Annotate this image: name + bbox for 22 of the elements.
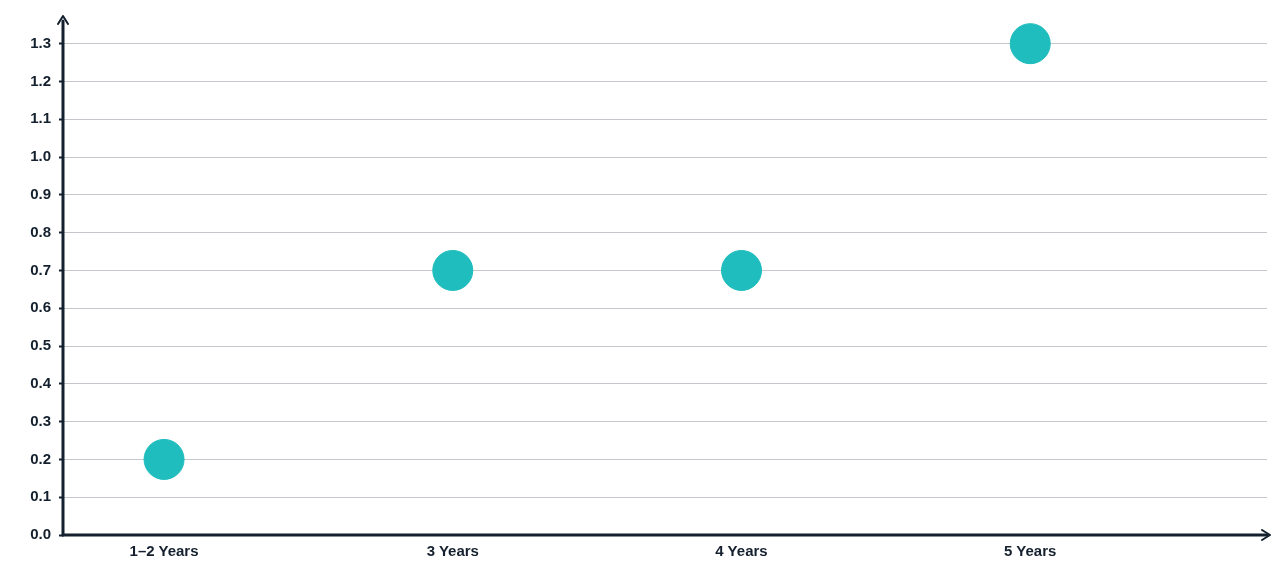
y-tick-label: 0.1	[30, 487, 51, 505]
y-tick-label: 0.2	[30, 449, 51, 467]
y-tick-label: 0.6	[30, 298, 51, 316]
y-tick-label: 1.1	[30, 109, 51, 127]
y-tick-label: 0.0	[30, 525, 51, 543]
y-tick-label: 0.8	[30, 222, 51, 240]
point	[1009, 23, 1051, 65]
y-tick-label: 1.3	[30, 33, 51, 51]
y-tick-label: 0.9	[30, 184, 51, 202]
x-tick-label: 3 Years	[426, 542, 479, 560]
point	[143, 438, 185, 480]
y-tick-label: 0.3	[30, 411, 51, 429]
x-tick-label: 4 Years	[715, 542, 768, 560]
x-tick-label: 5 Years	[1004, 542, 1057, 560]
point	[721, 249, 763, 291]
point	[432, 249, 474, 291]
y-tick-label: 1.2	[30, 71, 51, 89]
x-tick-label: 1–2 Years	[129, 542, 199, 560]
y-tick-label: 0.7	[30, 260, 51, 278]
y-tick-label: 0.4	[30, 373, 52, 391]
y-tick-label: 0.5	[30, 336, 51, 354]
y-tick-label: 1.0	[30, 147, 51, 165]
